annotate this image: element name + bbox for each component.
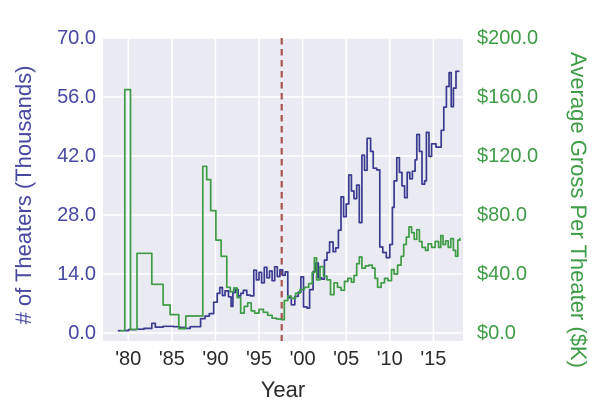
y-left-tick-label: 28.0 <box>57 203 96 226</box>
y-left-tick-label: 14.0 <box>57 262 96 285</box>
y-left-tick-labels: 0.0 14.0 28.0 42.0 56.0 70.0 <box>0 0 96 420</box>
x-tick-label: '00 <box>289 348 316 370</box>
y-right-tick-label: $80.0 <box>477 203 528 226</box>
y-left-tick-label: 0.0 <box>68 321 96 344</box>
x-tick-label: '05 <box>333 348 360 370</box>
plot-area <box>103 38 463 341</box>
y-left-tick-label: 56.0 <box>57 85 96 108</box>
x-tick-label: '90 <box>202 348 229 370</box>
y-right-tick-label: $160.0 <box>477 85 539 108</box>
x-tick-label: '80 <box>115 348 142 370</box>
gross-per-theater-line <box>120 88 461 332</box>
y-right-tick-labels: $0.0 $40.0 $80.0 $120.0 $160.0 $200.0 <box>477 0 600 420</box>
y-left-tick-label: 42.0 <box>57 144 96 167</box>
y-right-tick-label: $120.0 <box>477 144 539 167</box>
y-right-tick-label: $40.0 <box>477 262 528 285</box>
y-left-axis-title: # of Theaters (Thousands) <box>11 65 36 325</box>
y-right-tick-label: $0.0 <box>477 321 516 344</box>
x-tick-label: '15 <box>420 348 447 370</box>
y-left-tick-label: 70.0 <box>57 27 96 49</box>
theaters-line <box>117 70 460 332</box>
x-tick-label: '95 <box>245 348 273 370</box>
y-right-axis-title: Average Gross Per Theater ($K) <box>566 52 591 368</box>
chart-canvas <box>103 38 463 341</box>
x-tick-label: '10 <box>376 348 403 370</box>
x-tick-label: '85 <box>158 348 185 370</box>
x-axis-title: Year <box>260 377 306 402</box>
y-right-tick-label: $200.0 <box>477 27 539 49</box>
